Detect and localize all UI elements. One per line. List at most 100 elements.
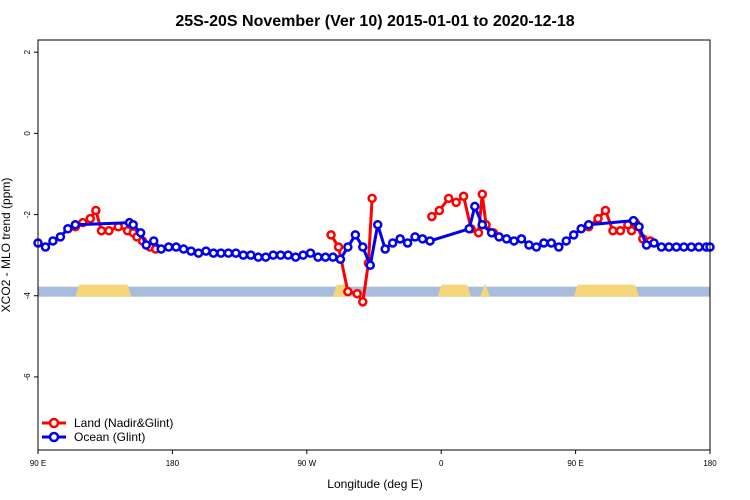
data-point-ocean (290, 252, 301, 262)
plot-series (33, 189, 715, 307)
legend-item-land: Land (Nadir&Glint) (42, 416, 173, 430)
data-point-land (367, 193, 377, 204)
data-point-ocean (539, 238, 549, 248)
data-point-ocean (387, 238, 398, 248)
data-point-ocean (128, 219, 138, 230)
data-point-ocean (231, 248, 241, 258)
data-point-ocean (656, 242, 667, 252)
data-point-ocean (260, 252, 271, 262)
data-point-land (343, 286, 353, 297)
data-point-ocean (135, 228, 146, 238)
chart-title: 25S-20S November (Ver 10) 2015-01-01 to … (175, 13, 574, 30)
data-point-ocean (238, 250, 249, 260)
data-point-ocean (576, 224, 586, 234)
data-point-ocean (298, 250, 308, 260)
legend-swatch-land-marker (48, 417, 60, 429)
data-point-land (473, 228, 484, 238)
legend-swatch-ocean-marker (48, 431, 60, 443)
data-point-land (91, 205, 101, 216)
data-point-land (615, 226, 626, 236)
data-point-ocean (148, 236, 159, 246)
data-point-ocean (402, 238, 413, 248)
x-axis-label: Longitude (deg E) (327, 477, 422, 491)
data-point-ocean (40, 242, 51, 252)
data-point-ocean (694, 242, 704, 252)
x-tick-label: 0 (439, 459, 444, 468)
y-tick-label: -2 (23, 210, 32, 218)
y-axis-label: XCO2 - MLO trend (ppm) (0, 178, 13, 313)
data-point-ocean (477, 219, 488, 230)
data-point-ocean (216, 248, 226, 258)
data-point-ocean (253, 252, 264, 262)
plot-frame (37, 39, 711, 451)
data-point-ocean (501, 234, 512, 244)
land-segment-4 (573, 284, 640, 297)
data-point-ocean (516, 234, 527, 244)
data-point-ocean (486, 228, 497, 238)
data-point-ocean (63, 224, 73, 234)
data-point-ocean (223, 248, 234, 258)
series-ocean (33, 201, 715, 271)
data-point-ocean (671, 242, 682, 252)
data-point-ocean (141, 240, 152, 250)
data-point-ocean (275, 250, 286, 260)
data-point-land (352, 288, 362, 299)
data-point-land (326, 230, 336, 240)
data-point-ocean (395, 234, 405, 244)
data-point-ocean (470, 201, 480, 212)
data-point-ocean (410, 232, 420, 242)
data-point-ocean (380, 244, 390, 254)
data-point-ocean (417, 234, 428, 244)
data-point-ocean (313, 252, 323, 262)
x-tick-label: 90 E (30, 459, 46, 468)
data-point-land (593, 213, 603, 224)
x-axis: 90 E 180 90 W 0 90 E 180 (30, 450, 717, 468)
data-point-ocean (283, 250, 293, 260)
data-point-ocean (372, 219, 383, 230)
data-point-ocean (268, 250, 278, 260)
data-point-land (608, 226, 618, 236)
data-point-ocean (186, 246, 196, 256)
data-point-ocean (358, 242, 368, 252)
data-point-ocean (679, 242, 689, 252)
y-tick-label: -4 (23, 292, 32, 300)
data-point-ocean (546, 238, 557, 248)
y-tick-label: 0 (23, 131, 32, 136)
data-point-ocean (335, 254, 346, 264)
data-point-ocean (55, 232, 66, 242)
data-point-ocean (350, 230, 361, 240)
legend-label-land: Land (Nadir&Glint) (74, 416, 173, 430)
data-point-ocean (628, 215, 639, 226)
data-point-land (434, 205, 445, 216)
data-point-ocean (568, 230, 579, 240)
series-line-land (430, 192, 495, 235)
data-point-ocean (561, 236, 572, 246)
data-point-ocean (343, 242, 353, 252)
data-point-ocean (48, 236, 58, 246)
data-point-ocean (686, 242, 697, 252)
x-tick-label: 90 E (567, 459, 583, 468)
data-point-ocean (208, 248, 219, 258)
data-point-ocean (531, 242, 542, 252)
data-point-ocean (583, 219, 594, 230)
x-tick-label: 180 (703, 459, 717, 468)
data-point-land (427, 211, 437, 222)
data-point-ocean (201, 246, 211, 256)
land-segment-2 (437, 284, 472, 297)
data-point-ocean (641, 240, 652, 250)
data-point-land (104, 226, 114, 236)
legend: Land (Nadir&Glint) Ocean (Glint) (42, 416, 173, 444)
x-tick-label: 90 W (297, 459, 316, 468)
data-point-land (477, 189, 488, 200)
land-ocean-strip (38, 284, 710, 297)
data-point-ocean (524, 240, 534, 250)
data-point-ocean (494, 232, 504, 242)
data-point-ocean (664, 242, 674, 252)
data-point-ocean (193, 248, 204, 258)
y-tick-label: -6 (23, 373, 32, 381)
data-point-land (358, 297, 368, 307)
data-point-land (626, 226, 637, 236)
y-axis: 2 0 -2 -4 -6 (23, 49, 38, 380)
legend-label-ocean: Ocean (Glint) (74, 430, 145, 444)
